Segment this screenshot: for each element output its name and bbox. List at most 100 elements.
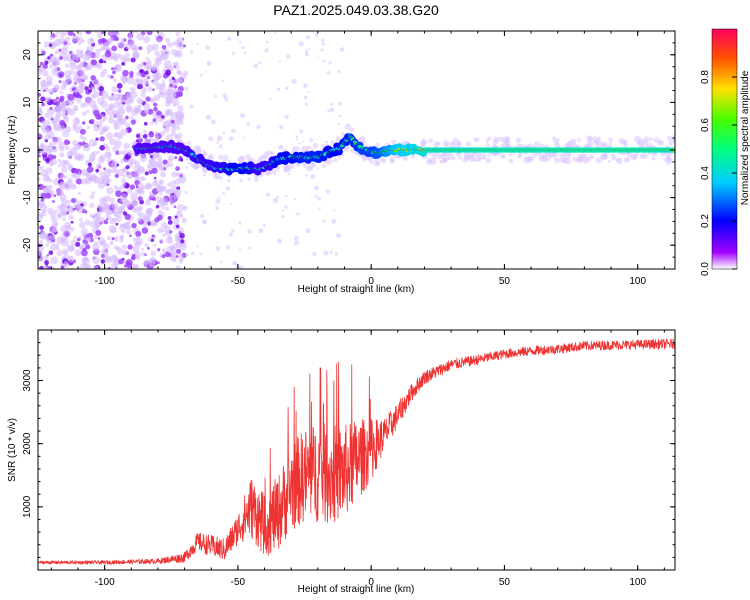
spectrogram-noise-dot (242, 136, 246, 139)
spectrogram-noise-dot (72, 184, 76, 188)
spectrogram-noise-dot (76, 48, 80, 53)
spectrogram-noise-dot (137, 83, 143, 90)
spectrogram-noise-dot (116, 118, 121, 123)
spectrogram-noise-dot (132, 265, 138, 269)
spectrogram-noise-dot (65, 204, 73, 212)
spectrogram-halo-dot (568, 140, 575, 146)
spectrogram-noise-dot (78, 217, 83, 222)
spectrogram-noise-dot (161, 80, 166, 84)
spectrogram-halo-dot (583, 158, 589, 164)
spectrogram-noise-dot (100, 259, 106, 264)
spectrogram-noise-dot (157, 209, 163, 215)
spectrogram-halo-dot (187, 140, 191, 145)
spectrogram-noise-dot (218, 144, 223, 149)
spectrogram-noise-dot (172, 62, 177, 66)
spectrogram-halo-dot (262, 155, 268, 161)
spectrogram-noise-dot (123, 264, 127, 268)
spectrogram-noise-dot (160, 167, 164, 171)
spectrogram-noise-dot (232, 51, 236, 56)
spectrogram-noise-dot (328, 61, 332, 65)
spectrogram-halo-dot (288, 163, 295, 170)
spectrogram-halo-dot (411, 155, 415, 159)
spectrogram-noise-dot (95, 121, 103, 129)
spectrogram-noise-dot (142, 134, 148, 139)
spectrogram-noise-dot (41, 120, 46, 125)
spectrogram-noise-dot (38, 165, 44, 171)
spectrogram-noise-dot (106, 74, 111, 78)
spectrogram-noise-dot (46, 97, 51, 102)
spectrogram-noise-dot (83, 242, 87, 246)
spectrogram-halo-dot (548, 154, 553, 159)
spectrogram-noise-dot (323, 250, 329, 256)
spectrogram-noise-dot (72, 208, 76, 211)
spectrogram-noise-dot (224, 97, 229, 102)
spectrogram-noise-dot (144, 261, 148, 265)
spectrogram-noise-dot (123, 57, 129, 63)
spectrogram-noise-dot (85, 236, 92, 243)
spectrogram-noise-dot (278, 60, 282, 63)
spectrogram-noise-dot (150, 65, 157, 72)
spectrogram-noise-dot (335, 232, 342, 239)
spectrogram-noise-dot (153, 102, 158, 107)
spectrogram-noise-dot (78, 32, 83, 36)
spectrogram-noise-dot (125, 165, 130, 170)
spectrogram-noise-dot (243, 51, 247, 55)
spectrogram-noise-dot (38, 154, 41, 158)
spectrogram-y-tick-label: 0 (22, 147, 33, 153)
spectrogram-halo-dot (572, 156, 578, 162)
spectrogram-noise-dot (38, 183, 45, 191)
spectrogram-noise-dot (306, 35, 311, 40)
spectrogram-noise-dot (127, 244, 133, 250)
spectrogram-noise-dot (295, 138, 298, 141)
spectrogram-noise-dot (56, 213, 62, 219)
spectrogram-noise-dot (143, 222, 149, 228)
spectrogram-noise-dot (304, 102, 308, 106)
spectrogram-noise-dot (61, 233, 66, 237)
spectrogram-noise-dot (122, 249, 128, 256)
spectrogram-noise-dot (96, 162, 101, 167)
spectrogram-noise-dot (157, 38, 162, 43)
spectrogram-noise-dot (38, 163, 41, 167)
spectrogram-noise-dot (146, 75, 151, 79)
spectrogram-noise-dot (79, 49, 84, 55)
spectrogram-noise-dot (105, 146, 111, 151)
spectrogram-noise-dot (145, 184, 150, 189)
spectrogram-halo-dot (227, 178, 231, 183)
spectrogram-noise-dot (177, 105, 184, 112)
spectrogram-noise-dot (94, 31, 99, 34)
spectrogram-halo-dot (625, 157, 631, 162)
spectrogram-noise-dot (130, 57, 136, 63)
spectrogram-noise-dot (145, 83, 149, 87)
spectrogram-noise-dot (199, 73, 203, 77)
spectrogram-noise-dot (57, 141, 66, 149)
spectrogram-noise-dot (168, 162, 174, 168)
spectrogram-noise-dot (178, 175, 187, 184)
spectrogram-noise-dot (146, 208, 153, 215)
spectrogram-noise-dot (54, 34, 58, 38)
spectrogram-noise-dot (148, 131, 155, 138)
spectrogram-noise-dot (159, 192, 163, 196)
spectrogram-noise-dot (162, 121, 171, 129)
spectrogram-noise-dot (98, 58, 104, 64)
spectrogram-noise-dot (143, 103, 151, 110)
spectrogram-noise-dot (58, 80, 62, 84)
spectrogram-halo-dot (608, 137, 613, 142)
spectrogram-noise-dot (334, 252, 339, 256)
spectrogram-noise-dot (40, 192, 47, 200)
spectrogram-noise-dot (238, 221, 242, 225)
spectrogram-noise-dot (54, 59, 61, 66)
spectrogram-noise-dot (184, 86, 189, 91)
spectrogram-noise-dot (210, 119, 216, 125)
spectrogram-noise-dot (221, 79, 224, 83)
spectrogram-noise-dot (176, 248, 182, 254)
spectrogram-noise-dot (321, 38, 325, 43)
spectrogram-noise-dot (136, 32, 145, 41)
spectrogram-noise-dot (106, 132, 114, 140)
spectrogram-noise-dot (304, 52, 309, 57)
spectrogram-noise-dot (42, 64, 48, 69)
snr-y-tick-label: 1000 (22, 495, 33, 518)
spectrogram-noise-dot (91, 191, 96, 195)
spectrogram-noise-dot (314, 32, 319, 37)
spectrogram-noise-dot (141, 251, 146, 257)
